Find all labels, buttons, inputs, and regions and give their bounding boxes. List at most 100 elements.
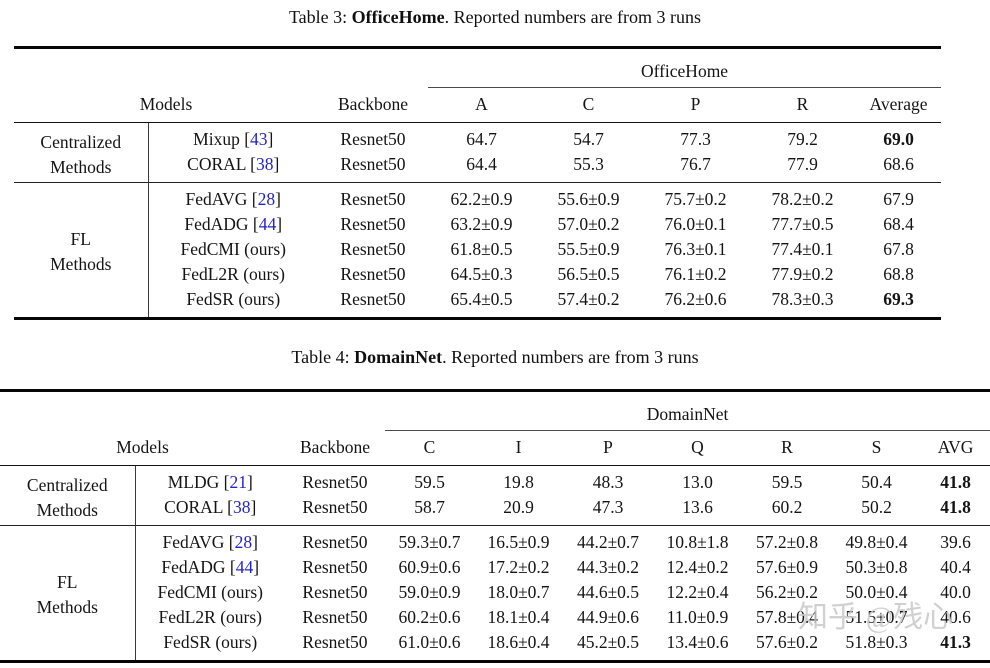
value-cell: 54.7 bbox=[573, 129, 604, 149]
value-cell: 12.2±0.4 bbox=[666, 582, 729, 602]
value-cell: 76.7 bbox=[680, 154, 711, 174]
table-row: Centralized Methods Mixup [43] Resnet50 64.7… bbox=[14, 122, 941, 177]
value-cell: 60.2±0.6 bbox=[398, 607, 461, 627]
value-cell: 57.4±0.2 bbox=[557, 289, 620, 309]
table-row: FedADG [44] Resnet50 63.2±0.9 57.0±0.2 76.0±… bbox=[14, 212, 941, 237]
column-header: S bbox=[832, 430, 921, 466]
table-row: FedL2R (ours) Resnet50 60.2±0.6 18.1±0.4 44.… bbox=[0, 605, 990, 630]
value-cell: 13.0 bbox=[682, 472, 713, 492]
backbone-cell: Resnet50 bbox=[302, 472, 368, 492]
value-cell: 11.0±0.9 bbox=[666, 607, 729, 627]
backbone-header: Backbone bbox=[318, 87, 428, 123]
column-header: R bbox=[749, 87, 856, 123]
value-cell: 56.2±0.2 bbox=[755, 582, 819, 602]
column-header: R bbox=[742, 430, 832, 466]
column-header: I bbox=[474, 430, 563, 466]
value-cell: 69.0 bbox=[883, 129, 914, 149]
model-cell: MLDG [21] bbox=[134, 465, 285, 495]
table-row: FedCMI (ours) Resnet50 61.8±0.5 55.5±0.9 76.… bbox=[14, 237, 941, 262]
value-cell: 13.4±0.6 bbox=[666, 632, 729, 652]
backbone-cell: Resnet50 bbox=[340, 264, 406, 284]
value-cell: 77.4±0.1 bbox=[771, 239, 834, 259]
model-cell: FedADG [44] bbox=[147, 212, 318, 237]
model-cell: FedSR (ours) bbox=[134, 630, 285, 662]
value-cell: 79.2 bbox=[787, 129, 818, 149]
value-cell: 63.2±0.9 bbox=[450, 214, 513, 234]
value-cell: 78.2±0.2 bbox=[749, 182, 856, 212]
value-cell: 59.0±0.9 bbox=[398, 582, 461, 602]
backbone-cell: Resnet50 bbox=[302, 497, 368, 517]
table-row: FL Methods FedAVG [28] Resnet50 62.2±0.9 55.6… bbox=[14, 182, 942, 319]
backbone-cell: Resnet50 bbox=[302, 632, 368, 652]
backbone-cell: Resnet50 bbox=[340, 214, 406, 234]
column-header: P bbox=[642, 87, 749, 123]
value-cell: 19.8 bbox=[503, 472, 534, 492]
value-cell: 68.6 bbox=[883, 154, 914, 174]
table-row: FL Methods FedAVG [28] Resnet50 59.3±0.7 16.5… bbox=[0, 525, 990, 662]
citation-link[interactable]: 28 bbox=[234, 532, 253, 552]
backbone-cell: Resnet50 bbox=[340, 154, 406, 174]
value-cell: 17.2±0.2 bbox=[487, 557, 550, 577]
citation-link[interactable]: 38 bbox=[233, 497, 251, 517]
value-cell: 76.1±0.2 bbox=[664, 264, 727, 284]
group-label: Centralized Methods bbox=[40, 131, 122, 177]
backbone-header: Backbone bbox=[285, 430, 385, 466]
table3-caption: Table 3: OfficeHome. Reported numbers ar… bbox=[0, 6, 990, 28]
value-cell: 58.7 bbox=[414, 497, 445, 517]
column-header-row: Models Backbone A C P R Average bbox=[14, 87, 942, 123]
value-cell: 69.3 bbox=[883, 289, 914, 309]
value-cell: 77.7±0.5 bbox=[771, 214, 834, 234]
citation-link[interactable]: 44 bbox=[258, 214, 277, 234]
value-cell: 77.3 bbox=[680, 129, 711, 149]
caption-suffix: . Reported numbers are from 3 runs bbox=[444, 7, 702, 27]
value-cell: 60.9±0.6 bbox=[398, 557, 461, 577]
citation-link[interactable]: 44 bbox=[235, 557, 254, 577]
value-cell: 18.6±0.4 bbox=[487, 632, 550, 652]
value-cell: 50.3±0.8 bbox=[845, 557, 908, 577]
value-cell: 76.0±0.1 bbox=[664, 214, 727, 234]
value-cell: 59.5 bbox=[414, 472, 445, 492]
value-cell: 56.5±0.5 bbox=[557, 264, 620, 284]
value-cell: 10.8±1.8 bbox=[653, 525, 742, 555]
citation-link[interactable]: 43 bbox=[250, 129, 268, 149]
value-cell: 59.3±0.7 bbox=[385, 525, 474, 555]
models-header: Models bbox=[0, 430, 285, 466]
model-cell: FedCMI (ours) bbox=[147, 237, 318, 262]
method-group: FL Methods FedAVG [28] Resnet50 59.3±0.7 16.5… bbox=[0, 525, 990, 662]
value-cell: 44.9±0.6 bbox=[576, 607, 640, 627]
value-cell: 57.6±0.9 bbox=[755, 557, 819, 577]
value-cell: 49.8±0.4 bbox=[832, 525, 921, 555]
column-header: A bbox=[428, 87, 535, 123]
table-header: OfficeHome Models Backbone A C P R Average bbox=[14, 47, 942, 123]
group-label: Centralized Methods bbox=[26, 474, 108, 520]
citation-link[interactable]: 38 bbox=[256, 154, 274, 174]
backbone-cell: Resnet50 bbox=[318, 182, 428, 212]
table-row: FedL2R (ours) Resnet50 64.5±0.3 56.5±0.5 76.… bbox=[14, 262, 941, 287]
value-cell: 57.2±0.8 bbox=[742, 525, 832, 555]
caption-dataset-name: OfficeHome bbox=[351, 7, 445, 27]
value-cell: 75.7±0.2 bbox=[642, 182, 749, 212]
method-group: FL Methods FedAVG [28] Resnet50 62.2±0.9 55.6… bbox=[14, 182, 942, 319]
value-cell: 57.0±0.2 bbox=[557, 214, 620, 234]
citation-link[interactable]: 21 bbox=[229, 472, 247, 492]
model-cell: CORAL [38] bbox=[147, 152, 318, 183]
model-cell: FedL2R (ours) bbox=[134, 605, 285, 630]
domainnet-results-table: DomainNet Models Backbone C I P Q R S AVG Central… bbox=[0, 389, 990, 663]
value-cell: 50.4 bbox=[861, 472, 892, 492]
value-cell: 57.6±0.2 bbox=[755, 632, 819, 652]
model-cell: FedAVG [28] bbox=[134, 525, 285, 555]
column-header-row: Models Backbone C I P Q R S AVG bbox=[0, 430, 990, 466]
table4-section: Table 4: DomainNet. Reported numbers are… bbox=[0, 346, 990, 663]
value-cell: 65.4±0.5 bbox=[450, 289, 513, 309]
citation-link[interactable]: 28 bbox=[257, 189, 276, 209]
table-row: FedADG [44] Resnet50 60.9±0.6 17.2±0.2 44.3±… bbox=[0, 555, 990, 580]
value-cell: 59.5 bbox=[771, 472, 803, 492]
value-cell: 16.5±0.9 bbox=[474, 525, 563, 555]
value-cell: 44.2±0.7 bbox=[563, 525, 653, 555]
value-cell: 51.5±0.7 bbox=[845, 607, 908, 627]
value-cell: 61.8±0.5 bbox=[450, 239, 513, 259]
value-cell: 48.3 bbox=[592, 472, 624, 492]
value-cell: 76.2±0.6 bbox=[664, 289, 727, 309]
model-cell: FedAVG [28] bbox=[147, 182, 318, 212]
